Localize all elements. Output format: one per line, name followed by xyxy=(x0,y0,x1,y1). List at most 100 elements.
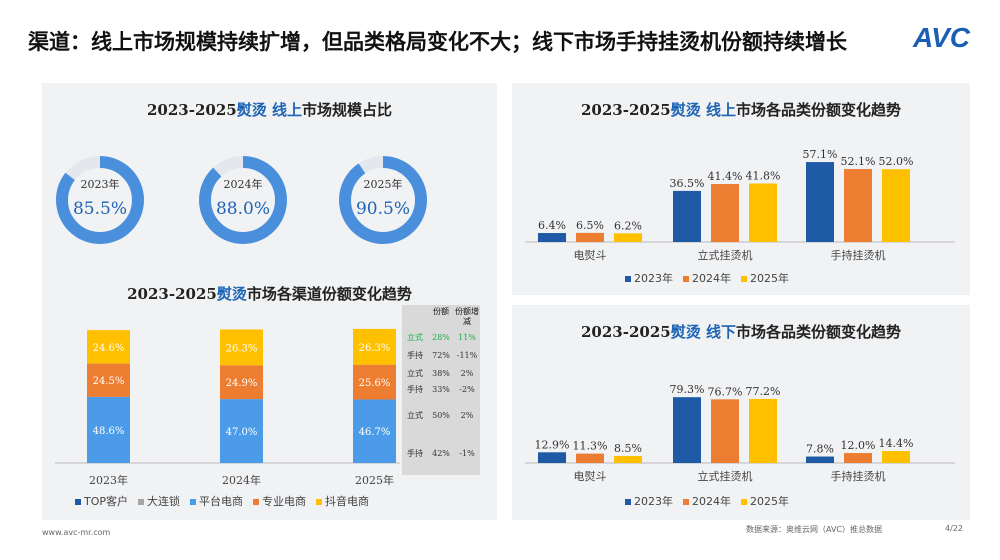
donut-arc xyxy=(199,156,287,244)
bar-value-label: 52.1% xyxy=(841,155,876,168)
x-tick-label: 立式挂烫机 xyxy=(698,469,753,483)
stacked-bar-segment xyxy=(220,399,263,463)
table-row: 手持 72% -11% xyxy=(402,351,480,361)
table-row: 立式 50% 2% xyxy=(402,411,480,421)
legend-swatch-icon xyxy=(190,499,197,505)
stacked-bar-segment xyxy=(87,330,130,364)
bar-value-label: 57.1% xyxy=(803,148,838,161)
table-cell: -1% xyxy=(459,449,475,458)
bar xyxy=(806,162,834,242)
table-cell: 立式 xyxy=(407,369,423,378)
bar-value-label: 6.4% xyxy=(538,219,566,232)
table-cell: 33% xyxy=(432,385,450,394)
bar xyxy=(711,399,739,463)
offline-category-title: 2023-2025熨烫 线下市场各品类份额变化趋势 xyxy=(581,323,901,341)
table-row: 手持 33% -2% xyxy=(402,385,480,395)
legend-item: 2023年 xyxy=(625,493,673,509)
table-row: 手持 42% -1% xyxy=(402,449,480,459)
bar xyxy=(882,451,910,463)
table-cell: 42% xyxy=(432,449,450,458)
stacked-bar-segment xyxy=(220,329,263,366)
table-cell: 份额 xyxy=(433,307,449,316)
legend-swatch-icon xyxy=(741,499,747,505)
table-cell: 立式 xyxy=(407,411,423,420)
x-tick-label: 手持挂烫机 xyxy=(831,469,886,483)
legend-swatch-icon xyxy=(316,499,323,505)
legend-swatch-icon xyxy=(683,499,689,505)
segment-label: 24.6% xyxy=(93,343,125,354)
segment-label: 24.9% xyxy=(226,378,258,389)
legend-swatch-icon xyxy=(741,276,747,282)
x-tick-label: 手持挂烫机 xyxy=(831,248,886,262)
table-cell: 50% xyxy=(432,411,450,420)
table-cell: 28% xyxy=(432,333,450,342)
legend-swatch-icon xyxy=(138,499,145,505)
bar xyxy=(614,233,642,242)
bar-value-label: 7.8% xyxy=(806,443,834,456)
legend-item: 抖音电商 xyxy=(316,493,369,509)
table-cell: 2% xyxy=(460,411,474,420)
table-cell: -2% xyxy=(459,385,475,394)
donut-year: 2025年 xyxy=(364,177,403,191)
segment-label: 26.3% xyxy=(226,343,258,354)
legend-item: 2023年 xyxy=(625,270,673,286)
x-tick-label: 2023年 xyxy=(89,473,128,487)
table-cell: 11% xyxy=(458,333,476,342)
legend-item: 平台电商 xyxy=(190,493,243,509)
channel-share-title: 2023-2025熨烫市场各渠道份额变化趋势 xyxy=(127,285,412,303)
legend-swatch-icon xyxy=(625,276,631,282)
bar xyxy=(806,456,834,463)
bar-value-label: 76.7% xyxy=(708,385,743,398)
stacked-bar-segment xyxy=(87,396,130,463)
segment-label: 26.3% xyxy=(359,343,391,354)
donut-arc xyxy=(339,156,427,244)
bar-value-label: 12.9% xyxy=(535,438,570,451)
offline-legend: 2023年 2024年 2025年 xyxy=(625,493,789,509)
bar-value-label: 41.8% xyxy=(746,169,781,182)
bar xyxy=(576,232,604,242)
online-category-title: 2023-2025熨烫 线上市场各品类份额变化趋势 xyxy=(581,101,901,119)
bar xyxy=(844,453,872,463)
table-header: 份额 份额增减 xyxy=(402,307,480,327)
x-tick-label: 电熨斗 xyxy=(574,469,607,483)
bar-value-label: 79.3% xyxy=(670,383,705,396)
segment-label: 48.6% xyxy=(93,426,125,437)
avc-logo: AVC xyxy=(912,22,970,53)
segment-label: 24.5% xyxy=(93,376,125,387)
stacked-bar-segment xyxy=(87,363,130,397)
online-legend: 2023年 2024年 2025年 xyxy=(625,270,789,286)
stacked-bar-segment xyxy=(353,399,396,463)
bar-value-label: 12.0% xyxy=(841,439,876,452)
donut-value: 90.5% xyxy=(356,199,410,219)
donut-arc xyxy=(56,156,144,244)
table-row: 立式 38% 2% xyxy=(402,369,480,379)
legend-item: 2024年 xyxy=(683,270,731,286)
bar xyxy=(538,452,566,463)
bar-value-label: 11.3% xyxy=(573,440,608,453)
table-cell: -11% xyxy=(456,351,478,360)
x-tick-label: 2025年 xyxy=(355,473,394,487)
x-tick-label: 立式挂烫机 xyxy=(698,248,753,262)
stacked-bar-segment xyxy=(353,364,396,400)
bar xyxy=(749,398,777,463)
segment-label: 46.7% xyxy=(359,427,391,438)
legend-item: 2025年 xyxy=(741,493,789,509)
segment-label: 47.0% xyxy=(226,427,258,438)
legend-item: 2024年 xyxy=(683,493,731,509)
table-cell: 2% xyxy=(460,369,474,378)
legend-swatch-icon xyxy=(75,499,81,505)
donut-year: 2023年 xyxy=(81,177,120,191)
bar-value-label: 14.4% xyxy=(879,437,914,450)
bar-value-label: 77.2% xyxy=(746,385,781,398)
bar xyxy=(844,169,872,242)
legend-swatch-icon xyxy=(625,499,631,505)
x-tick-label: 2024年 xyxy=(222,473,261,487)
table-cell: 手持 xyxy=(407,351,423,360)
bar xyxy=(673,397,701,463)
table-row: 立式 28% 11% xyxy=(402,333,480,343)
footer-url[interactable]: www.avc-mr.com xyxy=(42,528,111,537)
stacked-bar-segment xyxy=(353,328,396,365)
table-cell: 手持 xyxy=(407,449,423,458)
legend-swatch-icon xyxy=(253,499,260,505)
bar-value-label: 52.0% xyxy=(879,155,914,168)
